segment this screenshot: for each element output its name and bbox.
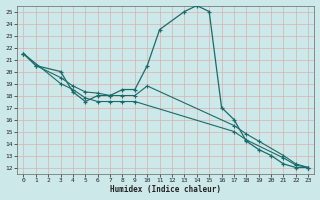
- X-axis label: Humidex (Indice chaleur): Humidex (Indice chaleur): [110, 185, 221, 194]
